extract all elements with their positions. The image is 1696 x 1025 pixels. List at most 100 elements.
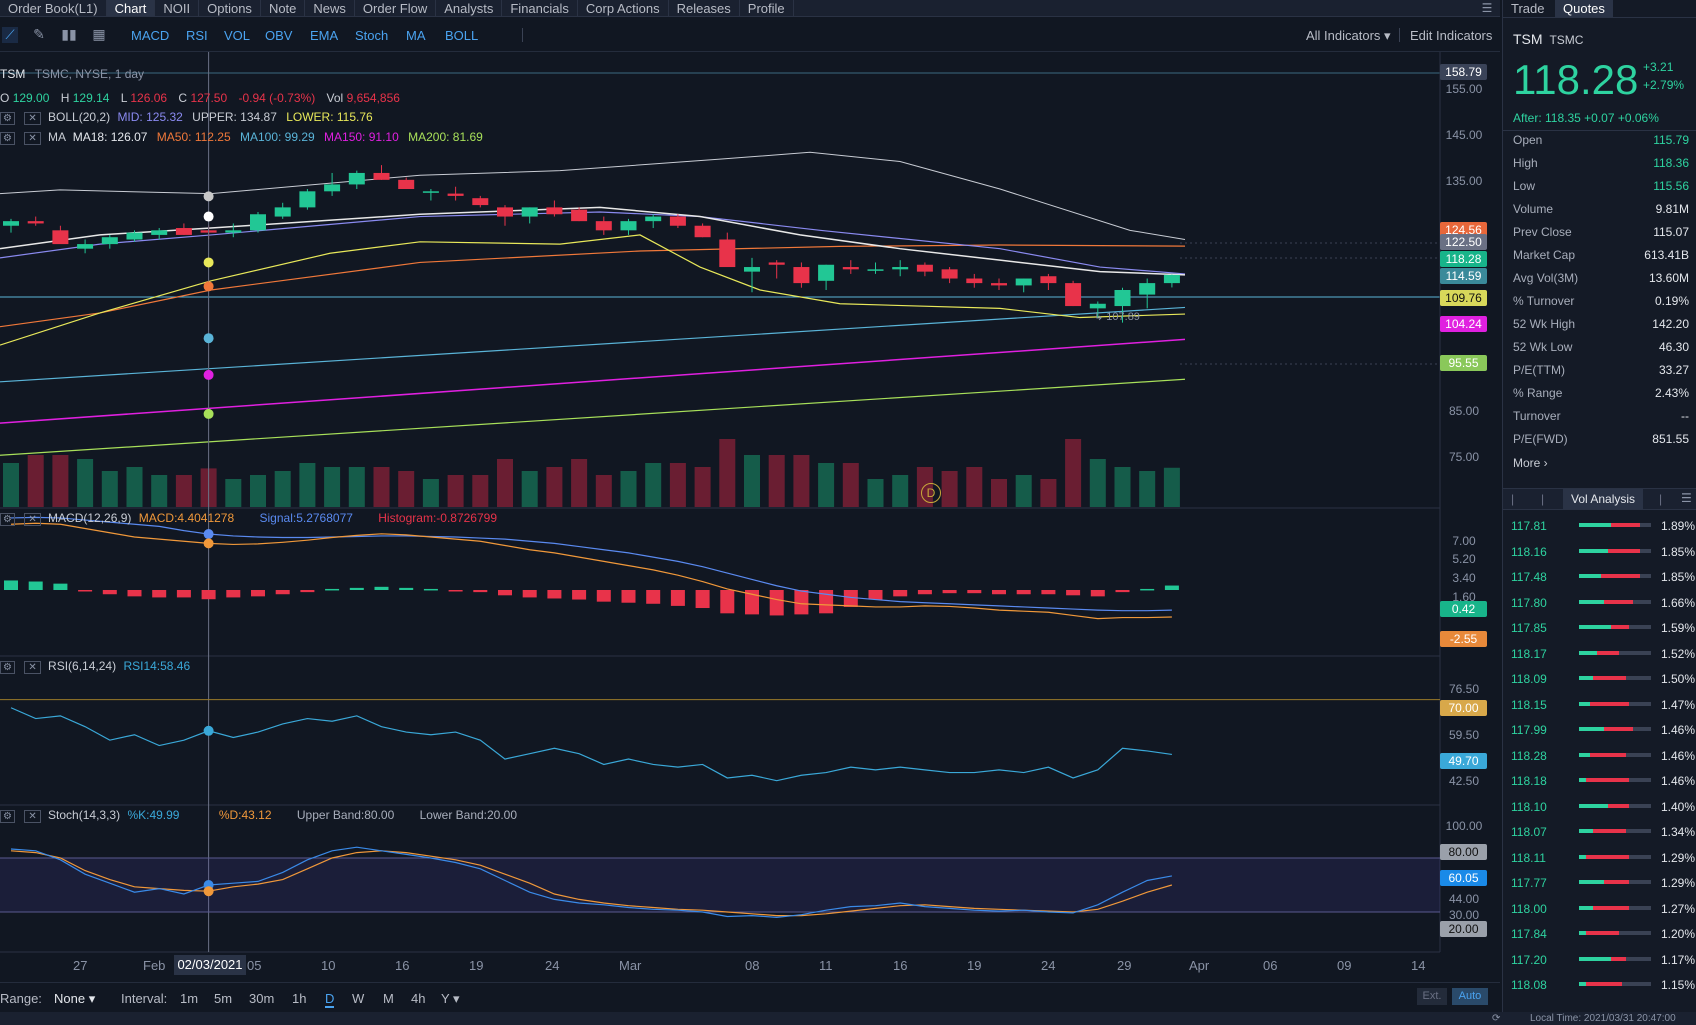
tab-news[interactable]: News — [305, 0, 355, 16]
close-icon[interactable]: ✕ — [24, 661, 41, 674]
tab-corp-actions[interactable]: Corp Actions — [578, 0, 669, 16]
local-time: Local Time: 2021/03/31 20:47:00 — [1530, 1013, 1676, 1024]
tab-chart[interactable]: Chart — [106, 0, 156, 16]
auto-scale-toggle[interactable]: Auto — [1452, 988, 1488, 1005]
indicator-ema[interactable]: EMA — [310, 28, 339, 43]
interval-5m[interactable]: 5m — [214, 991, 233, 1006]
sell-segment — [1586, 854, 1630, 859]
indicator-stoch[interactable]: Stoch — [355, 28, 389, 43]
stat-value: 33.27 — [1658, 363, 1689, 377]
chart-type-icon[interactable]: ⟋ — [2, 27, 18, 43]
indicator-macd[interactable]: MACD — [131, 28, 170, 43]
tab-releases[interactable]: Releases — [669, 0, 740, 16]
menu-icon[interactable]: ☰ — [1481, 1, 1493, 15]
interval-w[interactable]: W — [352, 991, 365, 1006]
refresh-icon[interactable]: ⟳ — [1492, 1013, 1501, 1024]
indicator-obv[interactable]: OBV — [265, 28, 293, 43]
stat-value: 115.79 — [1653, 133, 1689, 147]
quote-stat-row: Low 115.56 — [1513, 179, 1689, 201]
macd-histogram-bar — [300, 590, 315, 593]
layout-grid-icon[interactable]: ▦ — [92, 26, 106, 42]
candle-body — [422, 191, 439, 193]
interval-30m[interactable]: 30m — [249, 991, 275, 1006]
settings-icon[interactable]: ⚙ — [0, 513, 15, 526]
stat-value: 0.19% — [1654, 294, 1689, 308]
candle-body — [324, 184, 341, 192]
stat-label: Low — [1513, 179, 1536, 193]
candle-body — [768, 262, 785, 265]
date-axis-label: 08 — [745, 958, 760, 973]
macd-histogram-bar — [275, 590, 290, 595]
macd-histogram-bar — [942, 590, 957, 594]
more-link[interactable]: More › — [1513, 456, 1548, 470]
range-label: Range: — [0, 991, 42, 1006]
close-icon[interactable]: ✕ — [24, 112, 41, 125]
tab-analysts[interactable]: Analysts — [436, 0, 503, 16]
range-select[interactable]: None ▾ — [54, 991, 96, 1006]
interval-d[interactable]: D — [325, 991, 335, 1008]
close-icon[interactable]: ✕ — [24, 132, 41, 145]
indicator-rsi[interactable]: RSI — [186, 28, 208, 43]
tab-note[interactable]: Note — [261, 0, 306, 16]
divider — [1503, 17, 1696, 18]
stoch-tag: 60.05 — [1440, 870, 1487, 886]
settings-icon[interactable]: ⚙ — [0, 810, 15, 823]
extended-hours-toggle[interactable]: Ext. — [1417, 988, 1447, 1005]
menu-icon[interactable]: ☰ — [1681, 491, 1692, 505]
date-axis-label: 06 — [1263, 958, 1278, 973]
indicator-vol[interactable]: VOL — [224, 28, 251, 43]
candle-body — [3, 221, 19, 226]
buy-segment — [1579, 880, 1605, 884]
vol-analysis-row: 118.17 1.52% — [1511, 642, 1695, 667]
candle-body — [991, 283, 1007, 286]
candle-body — [571, 209, 588, 222]
tab-quotes[interactable]: Quotes — [1555, 0, 1613, 17]
indicator-ma[interactable]: MA — [406, 28, 426, 43]
vol-ratio-bar — [1579, 854, 1651, 859]
volume-bar — [1040, 479, 1057, 507]
dividend-event-marker[interactable]: D — [921, 483, 941, 503]
volume-bar — [595, 475, 612, 507]
interval-4h[interactable]: 4h — [411, 991, 426, 1006]
interval-m[interactable]: M — [383, 991, 394, 1006]
close-icon[interactable]: ✕ — [24, 810, 41, 823]
stoch-axis-label: 44.00 — [1448, 892, 1480, 906]
macd-histogram-bar — [78, 590, 93, 592]
tab-options[interactable]: Options — [199, 0, 261, 16]
stat-value: 118.36 — [1653, 156, 1689, 170]
settings-icon[interactable]: ⚙ — [0, 132, 15, 145]
tab-profile[interactable]: Profile — [740, 0, 794, 16]
tab-financials[interactable]: Financials — [502, 0, 578, 16]
indicator-boll[interactable]: BOLL — [445, 28, 479, 43]
candle-body — [694, 225, 711, 238]
after-hours: After: 118.35 +0.07 +0.06% — [1513, 111, 1659, 125]
interval-1h[interactable]: 1h — [292, 991, 307, 1006]
vol-analysis-row: 118.11 1.29% — [1511, 846, 1695, 871]
tab-trade[interactable]: Trade — [1511, 1, 1545, 16]
interval-1m[interactable]: 1m — [180, 991, 199, 1006]
candle-body — [52, 230, 69, 245]
interval-y[interactable]: Y ▾ — [441, 991, 460, 1006]
symbol-desc: TSMC, NYSE, 1 day — [34, 67, 145, 81]
settings-icon[interactable]: ⚙ — [0, 112, 15, 125]
buy-segment — [1579, 829, 1594, 833]
templates-icon[interactable]: ▮▮ — [61, 26, 77, 42]
stat-label: Volume — [1513, 202, 1554, 216]
volume-bar — [101, 471, 118, 507]
close-icon[interactable]: ✕ — [24, 513, 41, 526]
stoch-axis-label: 100.00 — [1445, 819, 1483, 833]
boll-upper-line — [0, 151, 1186, 240]
all-indicators-dropdown[interactable]: All Indicators ▾ — [1306, 28, 1391, 43]
vol-analysis-row: 117.99 1.46% — [1511, 718, 1695, 743]
tab-order-book-l1-[interactable]: Order Book(L1) — [0, 0, 107, 16]
vol-analysis-tab[interactable]: Vol Analysis — [1563, 489, 1644, 509]
macd-tag: 0.42 — [1440, 601, 1487, 617]
sell-segment — [1600, 574, 1641, 578]
price-chart[interactable] — [0, 52, 1500, 982]
edit-indicators-button[interactable]: Edit Indicators — [1410, 28, 1493, 43]
settings-icon[interactable]: ⚙ — [0, 661, 15, 674]
draw-pencil-icon[interactable]: ✎ — [33, 26, 45, 42]
tab-order-flow[interactable]: Order Flow — [355, 0, 437, 16]
candle-body — [793, 267, 810, 284]
tab-noii[interactable]: NOII — [155, 0, 200, 16]
